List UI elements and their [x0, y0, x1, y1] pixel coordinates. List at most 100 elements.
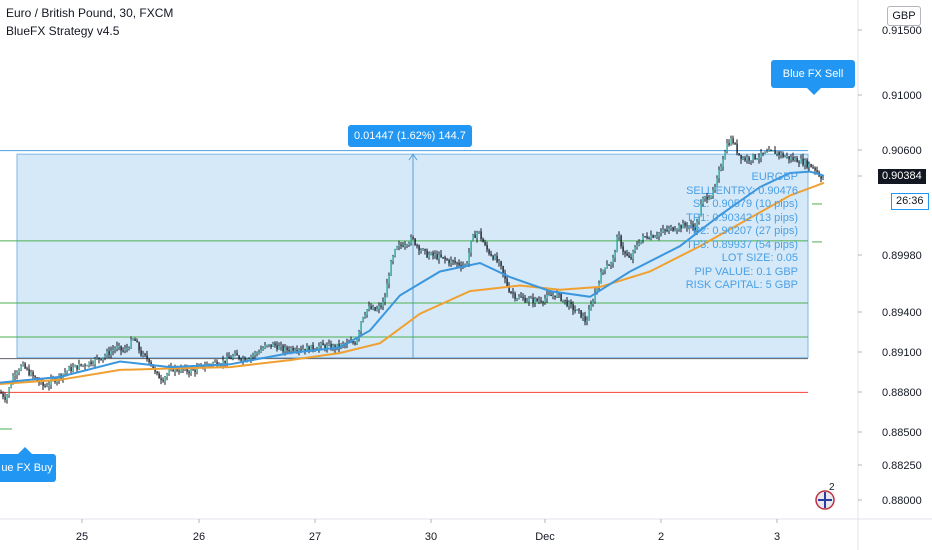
candle-body — [780, 153, 782, 155]
candle-body — [304, 348, 306, 351]
candle-body — [126, 348, 128, 350]
candle-body — [216, 361, 218, 366]
x-tick-label: 2 — [658, 531, 664, 543]
candle-body — [156, 371, 158, 374]
buy-signal[interactable]: ue FX Buy — [0, 447, 56, 482]
candle-body — [266, 345, 268, 347]
candle-body — [604, 267, 606, 271]
measure-label: 0.01447 (1.62%) 144.7 — [348, 125, 472, 147]
candle-body — [794, 158, 796, 161]
candle-body — [442, 256, 444, 258]
candle-body — [436, 254, 438, 259]
candle-body — [628, 255, 630, 258]
currency-button[interactable]: GBP — [887, 6, 921, 26]
candle-body — [212, 362, 214, 365]
candle-body — [778, 151, 780, 155]
candle-body — [128, 348, 130, 350]
candle-body — [162, 379, 164, 382]
candle-body — [286, 347, 288, 351]
candle-body — [624, 251, 626, 254]
candle-body — [146, 355, 148, 360]
candle-body — [14, 374, 16, 376]
candle-body — [368, 306, 370, 310]
sell-signal[interactable]: Blue FX Sell — [771, 60, 855, 95]
candle-body — [376, 308, 378, 311]
candle-body — [754, 154, 756, 159]
candle-body — [814, 167, 816, 171]
candle-body — [186, 367, 188, 372]
candle-body — [652, 235, 654, 238]
candle-body — [152, 364, 154, 369]
candle-body — [160, 378, 162, 380]
candle-body — [558, 293, 560, 295]
candle-body — [710, 195, 712, 198]
candle-body — [244, 358, 246, 361]
candle-body — [550, 294, 552, 297]
candle-body — [782, 153, 784, 157]
candle-body — [800, 158, 802, 164]
candle-body — [506, 278, 508, 287]
candle-body — [144, 353, 146, 356]
candle-body — [298, 349, 300, 351]
candle-body — [100, 359, 102, 361]
candle-body — [714, 187, 716, 191]
x-tick-label: Dec — [535, 531, 555, 543]
candle-body — [594, 292, 596, 302]
candle-body — [70, 367, 72, 372]
info-panel-line: TP3: 0.89937 (54 pips) — [686, 238, 798, 251]
candle-body — [80, 363, 82, 366]
candle-body — [226, 356, 228, 364]
candle-body — [756, 158, 758, 160]
candle-body — [390, 261, 392, 276]
candle-body — [786, 156, 788, 158]
candle-body — [6, 395, 8, 400]
candle-body — [166, 374, 168, 378]
candle-body — [636, 245, 638, 248]
candle-body — [770, 150, 772, 152]
candle-body — [752, 154, 754, 161]
candle-body — [132, 339, 134, 341]
candle-body — [122, 350, 124, 352]
indicator-title: BlueFX Strategy v4.5 — [6, 24, 120, 38]
candle-body — [164, 377, 166, 382]
candle-body — [706, 196, 708, 200]
candle-body — [602, 270, 604, 273]
candle-body — [418, 245, 420, 251]
candle-body — [788, 156, 790, 160]
candle-body — [524, 297, 526, 303]
candle-body — [384, 297, 386, 302]
candle-body — [28, 368, 30, 376]
candle-body — [400, 244, 402, 246]
candle-body — [32, 372, 34, 376]
candle-body — [530, 297, 532, 299]
candle-body — [110, 350, 112, 355]
broker-logo: 2 — [815, 482, 837, 510]
candle-body — [526, 301, 528, 303]
candle-body — [582, 316, 584, 318]
candle-body — [748, 157, 750, 161]
candle-body — [312, 344, 314, 350]
candle-body — [2, 393, 4, 397]
candle-body — [478, 231, 480, 233]
candle-body — [98, 357, 100, 360]
candle-body — [196, 367, 198, 373]
candle-body — [724, 151, 726, 160]
candle-body — [578, 309, 580, 311]
candle-body — [402, 245, 404, 247]
candle-body — [138, 342, 140, 351]
candle-body — [470, 240, 472, 253]
candle-body — [746, 157, 748, 161]
candle-body — [336, 343, 338, 349]
y-tick-label: 0.91000 — [882, 90, 922, 102]
candle-body — [548, 294, 550, 296]
candle-body — [494, 255, 496, 260]
candle-body — [438, 254, 440, 259]
candle-body — [774, 150, 776, 154]
candle-body — [734, 143, 736, 145]
candle-body — [512, 292, 514, 294]
candle-body — [560, 293, 562, 301]
y-tick-label: 0.88800 — [882, 387, 922, 399]
candle-body — [626, 253, 628, 256]
candle-body — [136, 340, 138, 343]
